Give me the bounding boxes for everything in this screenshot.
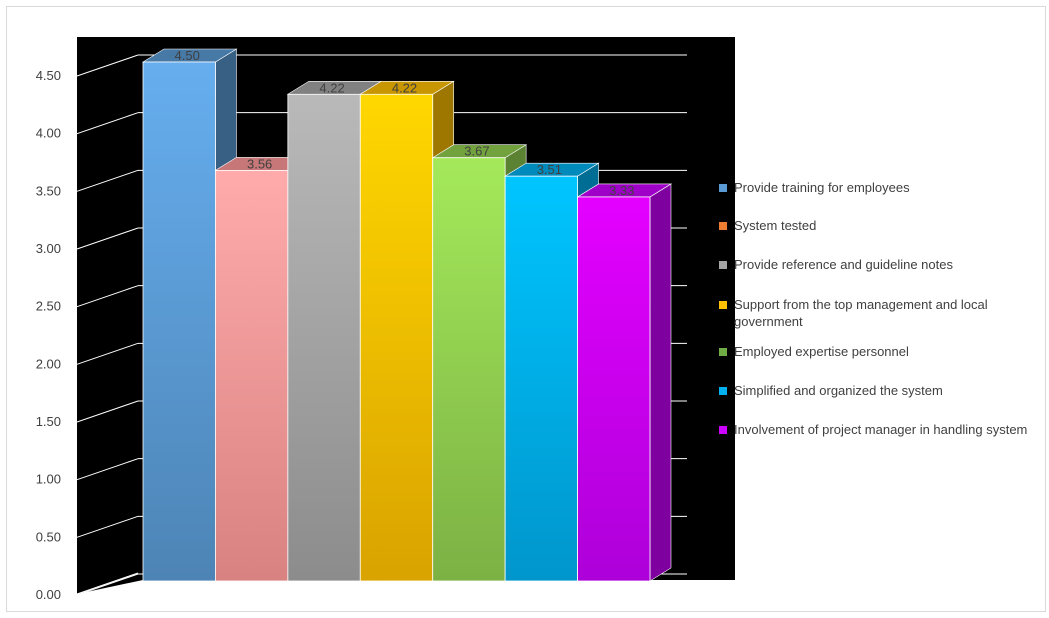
legend-item: Provide training for employees bbox=[719, 179, 1044, 196]
gridline-side bbox=[76, 285, 139, 308]
legend-label: Employed expertise personnel bbox=[734, 344, 909, 359]
gridline-side bbox=[76, 400, 139, 423]
chart-container: 0.00 0.50 1.00 1.50 2.00 2.50 3.00 3.50 4.00 4.50… bbox=[6, 6, 1046, 612]
floor-edge bbox=[76, 572, 139, 595]
y-tick-label: 0.50 bbox=[36, 529, 61, 544]
gridline-side bbox=[76, 169, 139, 192]
legend-item: Provide reference and guideline notes bbox=[719, 256, 1044, 273]
legend-swatch bbox=[719, 387, 727, 395]
bar bbox=[287, 93, 361, 582]
gridline-side bbox=[76, 573, 139, 596]
legend-label: Provide reference and guideline notes bbox=[734, 257, 953, 272]
y-tick-label: 1.50 bbox=[36, 414, 61, 429]
legend-swatch bbox=[719, 261, 727, 269]
data-label: 3.33 bbox=[609, 183, 634, 198]
bar bbox=[432, 157, 506, 582]
legend-swatch bbox=[719, 301, 727, 309]
legend-label: Simplified and organized the system bbox=[734, 383, 943, 398]
bar bbox=[215, 170, 289, 582]
data-label: 3.51 bbox=[537, 162, 562, 177]
bar-chart: 0.00 0.50 1.00 1.50 2.00 2.50 3.00 3.50 4.00 4.50… bbox=[36, 37, 735, 602]
y-tick-label: 4.50 bbox=[36, 68, 61, 83]
legend-item: Employed expertise personnel bbox=[719, 343, 1044, 360]
gridline-side bbox=[76, 54, 139, 77]
data-label: 4.22 bbox=[319, 80, 344, 95]
legend-swatch bbox=[719, 426, 727, 434]
data-label: 3.56 bbox=[247, 156, 272, 171]
bar bbox=[577, 196, 651, 582]
gridline-side bbox=[76, 112, 139, 135]
y-tick-label: 2.50 bbox=[36, 299, 61, 314]
legend-item: System tested bbox=[719, 217, 1044, 234]
bar-side bbox=[649, 183, 672, 582]
legend-swatch bbox=[719, 222, 727, 230]
legend-swatch bbox=[719, 184, 727, 192]
gridline-side bbox=[76, 227, 139, 250]
legend-label: Provide training for employees bbox=[734, 180, 910, 195]
y-tick-label: 4.00 bbox=[36, 126, 61, 141]
y-tick-label: 3.50 bbox=[36, 183, 61, 198]
legend-item: Simplified and organized the system bbox=[719, 382, 1044, 399]
data-label: 4.22 bbox=[392, 80, 417, 95]
legend-label: Involvement of project manager in handli… bbox=[734, 422, 1028, 437]
data-label: 4.50 bbox=[175, 48, 200, 63]
gridline-side bbox=[76, 458, 139, 481]
legend-swatch bbox=[719, 348, 727, 356]
y-tick-label: 0.00 bbox=[36, 587, 61, 602]
bar bbox=[359, 93, 434, 582]
gridline-side bbox=[76, 342, 139, 365]
y-tick-label: 1.00 bbox=[36, 472, 61, 487]
bar bbox=[504, 175, 578, 582]
y-tick-label: 2.00 bbox=[36, 356, 61, 371]
bar bbox=[142, 61, 216, 582]
legend-label: Support from the top management and loca… bbox=[734, 297, 988, 329]
legend-item: Involvement of project manager in handli… bbox=[719, 421, 1044, 438]
legend-item: Support from the top management and loca… bbox=[719, 296, 1044, 330]
y-tick-label: 3.00 bbox=[36, 241, 61, 256]
data-label: 3.67 bbox=[464, 144, 489, 159]
legend-label: System tested bbox=[734, 218, 817, 233]
gridline-side bbox=[76, 515, 139, 538]
